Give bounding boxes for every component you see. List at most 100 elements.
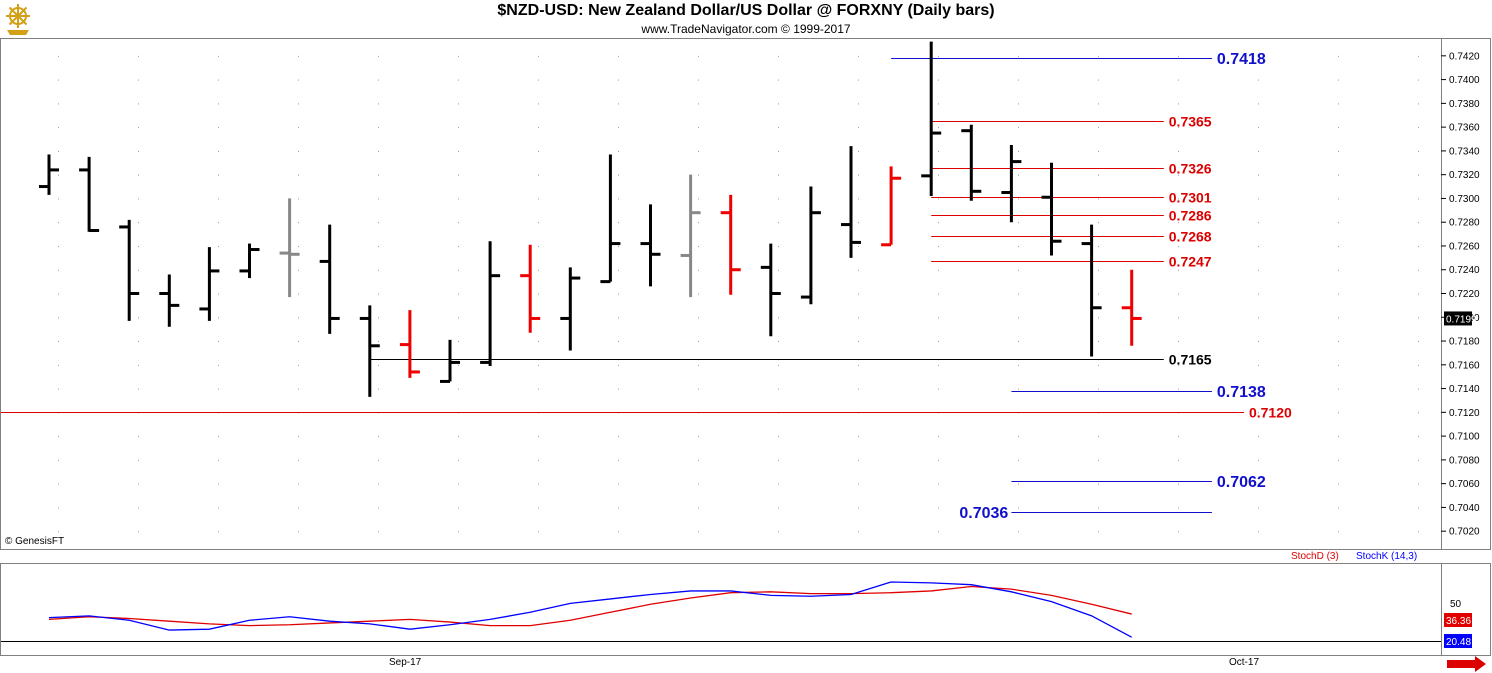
grid-dot bbox=[1258, 412, 1259, 414]
scroll-right-arrow-icon[interactable] bbox=[1447, 656, 1486, 672]
grid-dot bbox=[218, 317, 219, 319]
grid-dot bbox=[778, 245, 779, 247]
grid-dot bbox=[1418, 293, 1419, 295]
grid-dot bbox=[938, 174, 939, 176]
price-bar bbox=[440, 339, 460, 383]
grid-dot bbox=[1178, 269, 1179, 271]
grid-dot bbox=[698, 79, 699, 81]
grid-dot bbox=[1098, 103, 1099, 105]
grid-dot bbox=[1338, 174, 1339, 176]
grid-dot bbox=[1338, 55, 1339, 57]
grid-dot bbox=[538, 293, 539, 295]
grid-dot bbox=[138, 174, 139, 176]
grid-dot bbox=[58, 459, 59, 461]
grid-dot bbox=[1018, 79, 1019, 81]
grid-dot bbox=[1338, 341, 1339, 343]
grid-dot bbox=[58, 388, 59, 390]
y-tick-label: 0.7080 bbox=[1449, 455, 1480, 466]
grid-dot bbox=[458, 103, 459, 105]
grid-dot bbox=[1418, 436, 1419, 438]
grid-dot bbox=[1418, 150, 1419, 152]
grid-dot bbox=[1018, 507, 1019, 509]
grid-dot bbox=[298, 79, 299, 81]
y-tick-label: 0.7380 bbox=[1449, 99, 1480, 110]
grid-dot bbox=[378, 483, 379, 485]
grid-dot bbox=[1258, 150, 1259, 152]
grid-dot bbox=[378, 364, 379, 366]
grid-dot bbox=[858, 317, 859, 319]
last-price-tag bbox=[1444, 311, 1472, 326]
grid-dot bbox=[618, 222, 619, 224]
grid-dot bbox=[858, 103, 859, 105]
grid-dot bbox=[1338, 459, 1339, 461]
price-bar bbox=[279, 198, 300, 298]
grid-dot bbox=[698, 317, 699, 319]
grid-dot bbox=[1098, 388, 1099, 390]
grid-dot bbox=[298, 198, 299, 200]
grid-dot bbox=[1018, 317, 1019, 319]
grid-dot bbox=[1018, 341, 1019, 343]
grid-dot bbox=[538, 55, 539, 57]
grid-dot bbox=[1018, 174, 1019, 176]
grid-dot bbox=[458, 127, 459, 129]
grid-dot bbox=[138, 531, 139, 533]
grid-dot bbox=[778, 436, 779, 438]
grid-dot bbox=[1098, 222, 1099, 224]
grid-dot bbox=[938, 103, 939, 105]
grid-dot bbox=[458, 150, 459, 152]
grid-dot bbox=[378, 269, 379, 271]
grid-dot bbox=[1178, 293, 1179, 295]
grid-dot bbox=[1338, 317, 1339, 319]
grid-dot bbox=[698, 436, 699, 438]
grid-dot bbox=[378, 55, 379, 57]
grid-dot bbox=[1178, 198, 1179, 200]
grid-dot bbox=[378, 293, 379, 295]
grid-dot bbox=[938, 531, 939, 533]
grid-dot bbox=[1098, 483, 1099, 485]
grid-dot bbox=[778, 150, 779, 152]
grid-dot bbox=[458, 293, 459, 295]
grid-dot bbox=[298, 127, 299, 129]
grid-dot bbox=[538, 174, 539, 176]
grid-dot bbox=[538, 127, 539, 129]
y-tick-label: 0.7400 bbox=[1449, 75, 1480, 86]
grid-dot bbox=[778, 103, 779, 105]
grid-dot bbox=[1338, 364, 1339, 366]
y-tick-label: 0.7220 bbox=[1449, 289, 1480, 300]
grid-dot bbox=[1338, 79, 1339, 81]
y-tick-label: 0.7160 bbox=[1449, 360, 1480, 371]
price-bar bbox=[600, 154, 621, 284]
grid-dot bbox=[1098, 127, 1099, 129]
grid-dot bbox=[778, 79, 779, 81]
grid-dot bbox=[1258, 103, 1259, 105]
grid-dot bbox=[858, 293, 859, 295]
grid-dot bbox=[1258, 79, 1259, 81]
grid-dots bbox=[58, 55, 1419, 533]
grid-dot bbox=[1338, 531, 1339, 533]
y-tick-label: 0.7060 bbox=[1449, 479, 1480, 490]
grid-dot bbox=[298, 174, 299, 176]
grid-dot bbox=[858, 79, 859, 81]
grid-dot bbox=[1178, 531, 1179, 533]
y-tick-label: 0.7280 bbox=[1449, 218, 1480, 229]
grid-dot bbox=[1018, 531, 1019, 533]
grid-dot bbox=[938, 459, 939, 461]
grid-dot bbox=[218, 79, 219, 81]
grid-dot bbox=[298, 293, 299, 295]
x-axis-label-sep: Sep-17 bbox=[389, 657, 422, 668]
grid-dot bbox=[218, 459, 219, 461]
grid-dot bbox=[1018, 127, 1019, 129]
grid-dot bbox=[1178, 364, 1179, 366]
grid-dot bbox=[138, 341, 139, 343]
grid-dot bbox=[458, 198, 459, 200]
grid-dot bbox=[698, 103, 699, 105]
grid-dot bbox=[1418, 483, 1419, 485]
grid-dot bbox=[58, 269, 59, 271]
price-bars bbox=[39, 41, 1142, 397]
grid-dot bbox=[618, 388, 619, 390]
copyright-text: www.TradeNavigator.com © 1999-2017 bbox=[641, 22, 851, 36]
grid-dot bbox=[938, 341, 939, 343]
grid-dot bbox=[938, 293, 939, 295]
grid-dot bbox=[698, 531, 699, 533]
